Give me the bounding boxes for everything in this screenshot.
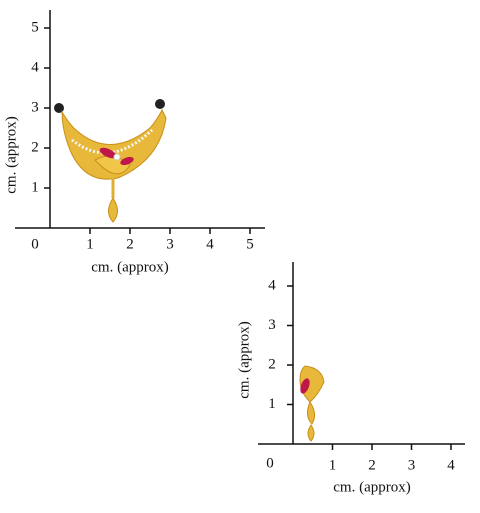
y-tick-label: 1 — [31, 179, 39, 195]
y-tick-label: 3 — [268, 317, 276, 333]
x-axis-label: cm. (approx) — [91, 259, 168, 275]
y-tick-label: 2 — [31, 139, 39, 155]
y-tick-label: 4 — [31, 59, 39, 75]
x-tick-label: 4 — [206, 236, 214, 252]
x-tick-label: 2 — [126, 236, 134, 252]
y-axis-label: cm. (approx) — [3, 116, 19, 193]
y-tick-label: 4 — [268, 277, 276, 293]
x-tick-label: 5 — [246, 236, 254, 252]
x-tick-label: 3 — [166, 236, 174, 252]
x-tick-label: 1 — [329, 457, 337, 473]
y-axis-label: cm. (approx) — [236, 321, 252, 398]
y-tick-label: 1 — [268, 396, 276, 412]
y-tick-label: 5 — [31, 19, 39, 35]
x-tick-label: 3 — [408, 457, 416, 473]
y-tick-label: 3 — [31, 99, 39, 115]
x-tick-label: 2 — [368, 457, 376, 473]
origin-label: 0 — [31, 236, 39, 252]
x-tick-label: 1 — [86, 236, 94, 252]
pendant-small — [299, 365, 325, 442]
x-tick-label: 4 — [447, 457, 455, 473]
pendant-large — [54, 99, 167, 223]
x-axis-label: cm. (approx) — [333, 479, 410, 495]
origin-label: 0 — [266, 455, 274, 471]
y-tick-label: 2 — [268, 356, 276, 372]
